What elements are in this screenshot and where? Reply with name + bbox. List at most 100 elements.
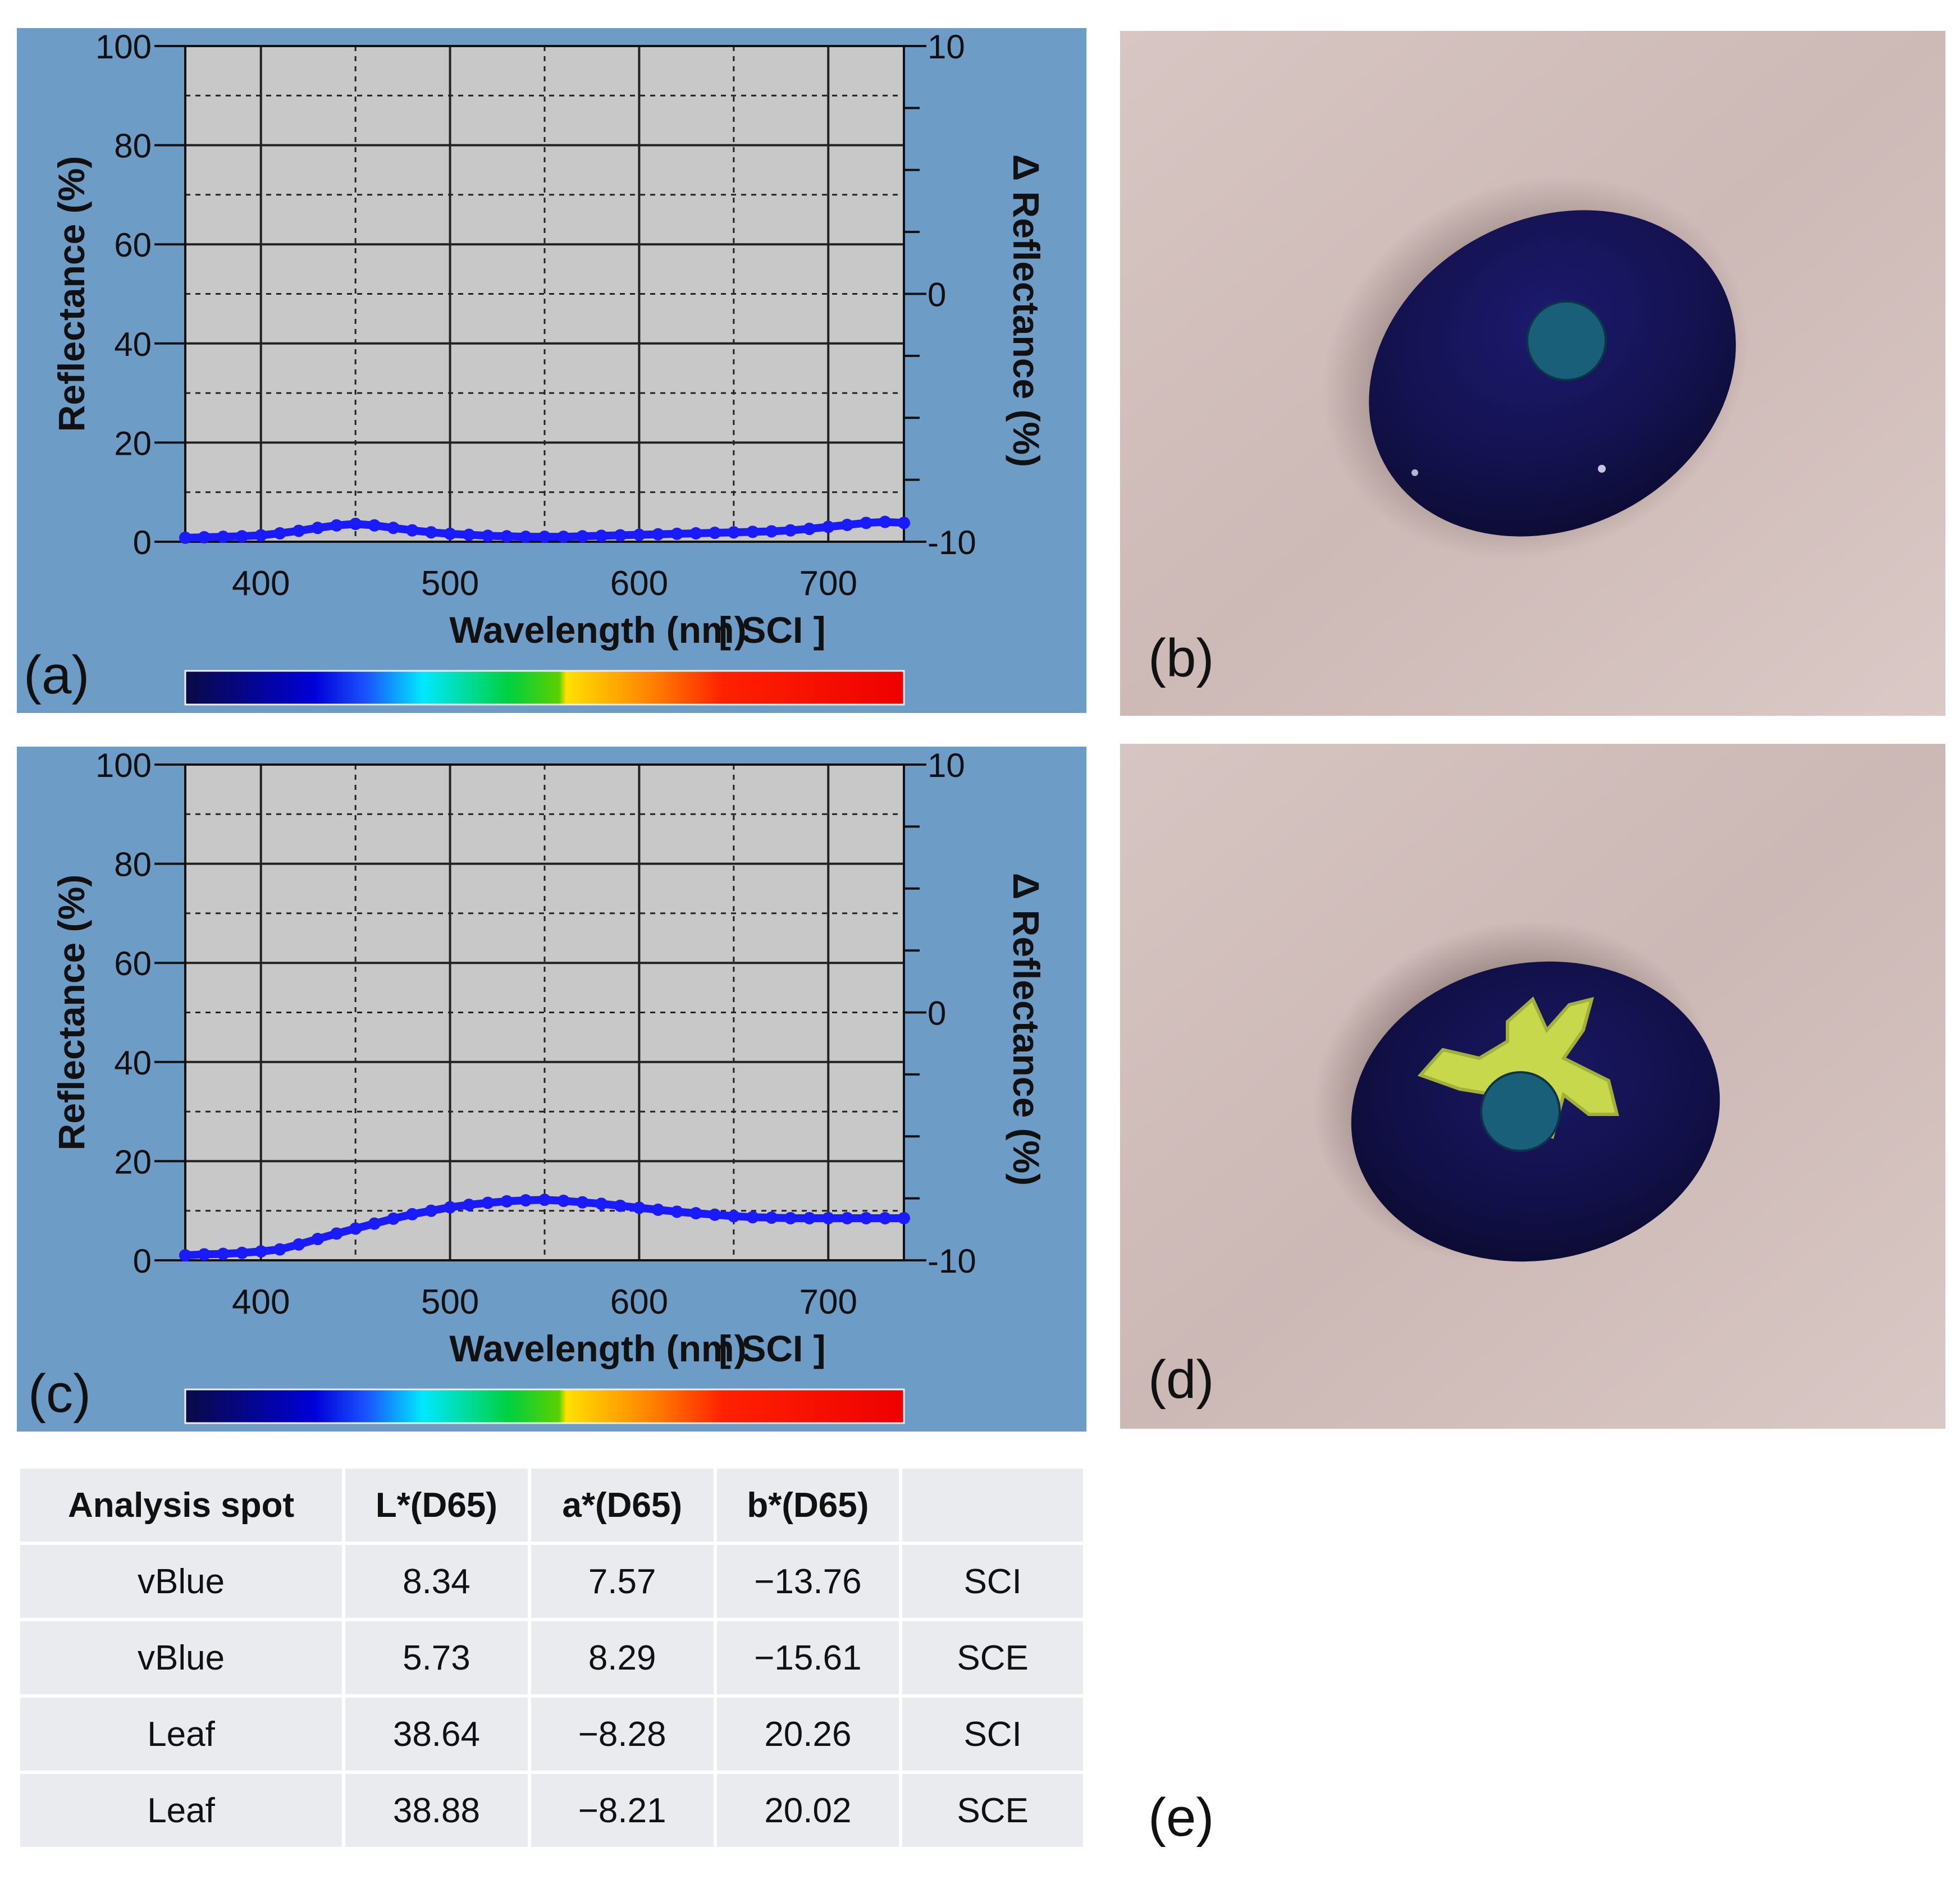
cell-a-star: −8.28 (531, 1698, 714, 1771)
measurement-mode-label: [ SCI ] (719, 609, 826, 651)
y-right-tick-label: 10 (928, 747, 965, 784)
data-point (595, 529, 608, 542)
x-tick-label: 500 (421, 564, 479, 603)
cell-a-star: 7.57 (531, 1545, 714, 1618)
panel-label-e: (e) (1148, 1787, 1214, 1848)
data-point (236, 530, 249, 543)
cell-l-star: 38.64 (345, 1698, 528, 1771)
header-mode (902, 1469, 1083, 1542)
data-point (236, 1246, 249, 1259)
header-analysis-spot: Analysis spot (20, 1469, 342, 1542)
data-point (519, 531, 532, 543)
cell-mode: SCE (902, 1774, 1083, 1847)
data-point (500, 1195, 513, 1208)
measurement-mode-label: [ SCI ] (719, 1328, 826, 1369)
cell-l-star: 38.88 (345, 1774, 528, 1847)
data-point (557, 1195, 570, 1208)
data-point (840, 518, 853, 531)
y-tick-label: 0 (133, 524, 152, 561)
cell-b-star: 20.26 (716, 1698, 899, 1771)
y-tick-label: 40 (114, 1044, 152, 1082)
data-point (311, 522, 324, 534)
data-point (614, 529, 627, 542)
data-point (424, 1204, 437, 1217)
cell-a-star: 8.29 (531, 1621, 714, 1694)
data-point (840, 1211, 853, 1224)
data-point (463, 528, 476, 541)
data-point (349, 1222, 362, 1235)
y-axis-label: Reflectance (%) (51, 156, 92, 432)
y-right-tick-label: 0 (928, 276, 946, 314)
y-right-axis-label: Δ Reflectance (%) (1006, 154, 1047, 467)
y-tick-label: 0 (133, 1242, 152, 1280)
data-point (368, 1217, 381, 1230)
data-point (860, 516, 872, 529)
cell-b-star: −13.76 (716, 1545, 899, 1618)
data-point (689, 1207, 702, 1220)
data-point (273, 1243, 286, 1256)
data-point (595, 1197, 608, 1210)
color-measurement-table: Analysis spot L*(D65) a*(D65) b*(D65) vB… (17, 1465, 1086, 1850)
data-point (727, 1210, 740, 1223)
data-point (179, 1249, 191, 1262)
y-right-tick-label: -10 (928, 1242, 976, 1280)
data-point (406, 1208, 419, 1220)
data-point (576, 530, 589, 543)
data-point (879, 515, 892, 528)
wavelength-spectrum-bar (184, 670, 905, 706)
data-point (670, 527, 683, 540)
data-point (444, 1201, 456, 1214)
data-point (765, 525, 778, 538)
y-tick-label: 80 (114, 127, 152, 165)
data-point (614, 1199, 627, 1212)
analysis-spot-marker (1480, 1071, 1561, 1152)
cell-l-star: 5.73 (345, 1621, 528, 1694)
data-point (179, 531, 191, 544)
data-point (198, 1248, 211, 1261)
panel-label-b: (b) (1148, 628, 1214, 688)
header-l-star: L*(D65) (345, 1469, 528, 1542)
x-axis-label: Wavelength (nm) (449, 1328, 746, 1369)
data-point (879, 1211, 892, 1224)
cell-mode: SCI (902, 1545, 1083, 1618)
table-row: Leaf 38.88 −8.21 20.02 SCE (20, 1774, 1083, 1847)
reflectance-chart-a: 0 20 40 60 80 100 -10 0 10 400 500 600 700 Wavelength… (17, 28, 1086, 713)
data-point (670, 1205, 683, 1218)
data-point (463, 1199, 476, 1211)
y-tick-label: 60 (114, 945, 152, 982)
y-tick-label: 100 (95, 28, 152, 66)
calyx-leaf (1417, 996, 1619, 1139)
x-tick-label: 700 (799, 1283, 857, 1321)
data-point (481, 529, 494, 542)
header-a-star: a*(D65) (531, 1469, 714, 1542)
data-point (803, 1211, 816, 1224)
data-point (293, 524, 305, 537)
data-point (311, 1233, 324, 1246)
y-right-tick-label: -10 (928, 524, 976, 561)
data-point (709, 1208, 721, 1221)
x-tick-label: 600 (610, 564, 668, 603)
table-row: Leaf 38.64 −8.28 20.26 SCI (20, 1698, 1083, 1771)
x-tick-label: 600 (610, 1283, 668, 1321)
data-point (746, 525, 759, 538)
data-point (803, 523, 816, 536)
header-b-star: b*(D65) (716, 1469, 899, 1542)
wavelength-spectrum-bar (184, 1388, 905, 1424)
cell-mode: SCE (902, 1621, 1083, 1694)
data-point (424, 526, 437, 539)
table-header-row: Analysis spot L*(D65) a*(D65) b*(D65) (20, 1469, 1083, 1542)
data-point (387, 522, 400, 534)
photo-berry-leaf-spot: (d) (1120, 744, 1945, 1429)
y-tick-label: 20 (114, 424, 152, 462)
cell-b-star: −15.61 (716, 1621, 899, 1694)
x-tick-label: 400 (232, 564, 290, 603)
data-point (898, 516, 910, 529)
table-row: vBlue 8.34 7.57 −13.76 SCI (20, 1545, 1083, 1618)
data-point (368, 519, 381, 532)
data-point (633, 1201, 646, 1214)
data-point (387, 1212, 400, 1225)
y-tick-label: 20 (114, 1143, 152, 1181)
data-point (652, 1203, 665, 1216)
x-tick-label: 400 (232, 1283, 290, 1321)
x-tick-label: 700 (799, 564, 857, 603)
